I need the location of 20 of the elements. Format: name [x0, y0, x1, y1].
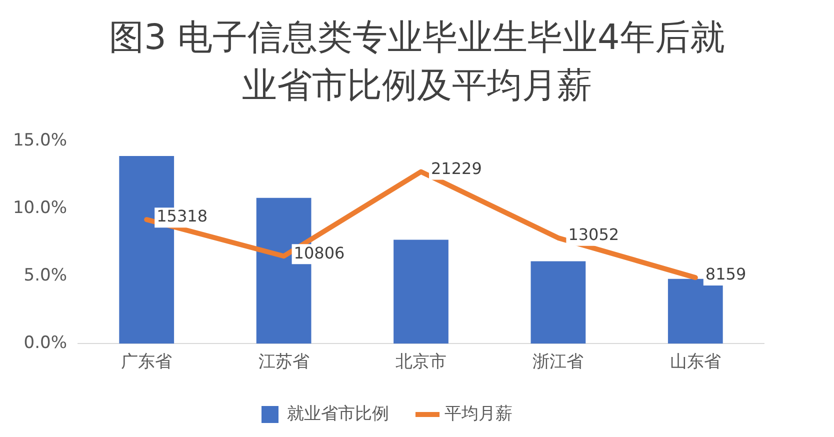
x-tick-label: 北京市: [396, 352, 446, 372]
bar: [668, 278, 723, 344]
y-tick-label: 10.0%: [12, 198, 68, 218]
chart-title: 图3 电子信息类专业毕业生毕业4年后就业省市比例及平均月薪: [108, 17, 726, 108]
x-tick-label: 浙江省: [532, 352, 584, 372]
y-tick-label: 0.0%: [24, 333, 68, 354]
data-label: 10806: [294, 243, 345, 262]
x-tick-label: 广东省: [121, 352, 172, 372]
x-tick-label: 山东省: [670, 352, 721, 372]
data-label: 15318: [156, 206, 208, 226]
legend-label: 就业省市比例: [287, 404, 389, 424]
bar: [394, 240, 448, 344]
data-label: 8159: [705, 264, 746, 284]
x-tick-label: 江苏省: [258, 352, 310, 372]
y-tick-label: 5.0%: [24, 266, 68, 286]
bar: [530, 261, 586, 344]
data-label: 13052: [568, 225, 620, 244]
data-label: 21229: [431, 158, 482, 178]
y-tick-label: 15.0%: [12, 130, 68, 151]
legend-label: 平均月薪: [444, 404, 512, 424]
